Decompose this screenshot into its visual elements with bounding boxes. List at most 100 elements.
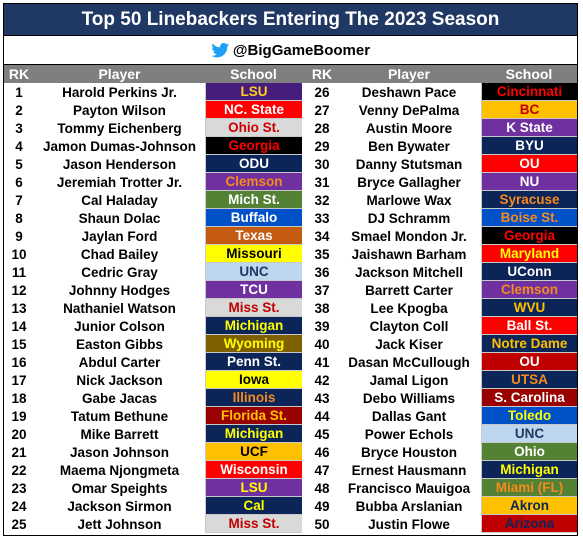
table-row: 19 Tatum Bethune Florida St. 44 Dallas Gant T… <box>4 407 577 425</box>
rank-cell: 12 <box>11 282 27 298</box>
rank-cell: 17 <box>11 372 27 388</box>
table-row: 2 Payton Wilson NC. State 27 Venny DePalma BC <box>4 101 577 119</box>
table-row: 25 Jett Johnson Miss St. 50 Justin Flowe Ariz… <box>4 515 577 533</box>
table-row: 24 Jackson Sirmon Cal 49 Bubba Arslanian Akro… <box>4 497 577 515</box>
school-cell: Boise St. <box>481 209 577 227</box>
rank-cell: 35 <box>314 246 330 262</box>
player-header: Player <box>98 66 141 82</box>
rank-cell: 29 <box>314 138 330 154</box>
table-row: 15 Easton Gibbs Wyoming 40 Jack Kiser Notre D… <box>4 335 577 353</box>
rank-cell: 26 <box>314 84 330 100</box>
school-cell: Michigan <box>481 461 577 479</box>
player-cell: Jaishawn Barham <box>351 246 467 262</box>
player-cell: Ben Bywater <box>368 138 450 154</box>
twitter-handle-bar: @BigGameBoomer <box>4 36 577 65</box>
player-cell: Danny Stutsman <box>355 156 463 172</box>
rank-cell: 16 <box>11 354 27 370</box>
school-cell: TCU <box>205 281 302 299</box>
rank-cell: 10 <box>11 246 27 262</box>
school-header: School <box>230 66 277 82</box>
school-cell: Illinois <box>205 389 302 407</box>
rank-cell: 7 <box>15 192 23 208</box>
table-row: 3 Tommy Eichenberg Ohio St. 28 Austin Moore K… <box>4 119 577 137</box>
school-cell: BC <box>481 101 577 119</box>
rank-cell: 34 <box>314 228 330 244</box>
school-cell: Florida St. <box>205 407 302 425</box>
player-cell: Shaun Dolac <box>78 210 161 226</box>
rank-cell: 13 <box>11 300 27 316</box>
player-cell: Jason Johnson <box>69 444 169 460</box>
school-cell: Iowa <box>205 371 302 389</box>
school-cell: BYU <box>481 137 577 155</box>
rank-cell: 24 <box>11 498 27 514</box>
rank-cell: 2 <box>15 102 23 118</box>
player-cell: Bubba Arslanian <box>355 498 463 514</box>
rank-header: RK <box>311 66 333 82</box>
school-cell: Mich St. <box>205 191 302 209</box>
school-cell: K State <box>481 119 577 137</box>
player-cell: Abdul Carter <box>78 354 161 370</box>
school-cell: OU <box>481 155 577 173</box>
table-row: 21 Jason Johnson UCF 46 Bryce Houston Ohio <box>4 443 577 461</box>
player-cell: Jamon Dumas-Johnson <box>42 138 197 154</box>
school-cell: UTSA <box>481 371 577 389</box>
rank-cell: 31 <box>314 174 330 190</box>
school-cell: Texas <box>205 227 302 245</box>
player-cell: Jamal Ligon <box>369 372 449 388</box>
school-cell: Wisconsin <box>205 461 302 479</box>
rank-cell: 15 <box>11 336 27 352</box>
rank-cell: 14 <box>11 318 27 334</box>
table-row: 1 Harold Perkins Jr. LSU 26 Deshawn Pace Cinc… <box>4 83 577 101</box>
rank-cell: 27 <box>314 102 330 118</box>
player-cell: Gabe Jacas <box>81 390 158 406</box>
rankings-table: RK Player School RK Player School 1 Harol… <box>4 65 577 533</box>
player-cell: Cedric Gray <box>81 264 158 280</box>
table-header-row: RK Player School RK Player School <box>4 65 577 83</box>
player-cell: Nathaniel Watson <box>63 300 176 316</box>
rank-cell: 18 <box>11 390 27 406</box>
table-row: 11 Cedric Gray UNC 36 Jackson Mitchell UConn <box>4 263 577 281</box>
school-cell: Michigan <box>205 425 302 443</box>
player-cell: Barrett Carter <box>365 282 453 298</box>
rank-cell: 4 <box>15 138 23 154</box>
player-cell: Marlowe Wax <box>366 192 452 208</box>
rank-cell: 36 <box>314 264 330 280</box>
school-cell: Ohio St. <box>205 119 302 137</box>
school-cell: Miami (FL) <box>481 479 577 497</box>
player-cell: Ernest Hausmann <box>351 462 467 478</box>
school-cell: NC. State <box>205 101 302 119</box>
rank-cell: 5 <box>15 156 23 172</box>
player-cell: Tatum Bethune <box>70 408 169 424</box>
page-title: Top 50 Linebackers Entering The 2023 Sea… <box>4 4 577 36</box>
school-cell: WVU <box>481 299 577 317</box>
player-cell: Power Echols <box>364 426 454 442</box>
table-row: 13 Nathaniel Watson Miss St. 38 Lee Kpogba WV… <box>4 299 577 317</box>
player-cell: Harold Perkins Jr. <box>62 84 177 100</box>
school-cell: UConn <box>481 263 577 281</box>
school-cell: Clemson <box>205 173 302 191</box>
table-row: 4 Jamon Dumas-Johnson Georgia 29 Ben Bywater… <box>4 137 577 155</box>
rank-cell: 32 <box>314 192 330 208</box>
player-cell: Austin Moore <box>365 120 453 136</box>
school-cell: Missouri <box>205 245 302 263</box>
school-cell: UNC <box>205 263 302 281</box>
rank-cell: 11 <box>11 264 27 280</box>
rank-cell: 8 <box>15 210 23 226</box>
player-cell: Jason Henderson <box>62 156 177 172</box>
table-row: 16 Abdul Carter Penn St. 41 Dasan McCullough… <box>4 353 577 371</box>
table-row: 5 Jason Henderson ODU 30 Danny Stutsman OU <box>4 155 577 173</box>
school-cell: Maryland <box>481 245 577 263</box>
player-cell: Maema Njongmeta <box>59 462 180 478</box>
rank-cell: 46 <box>314 444 330 460</box>
school-cell: Akron <box>481 497 577 515</box>
school-cell: ODU <box>205 155 302 173</box>
player-cell: Justin Flowe <box>368 516 450 532</box>
twitter-bird-icon <box>211 42 230 57</box>
school-cell: Syracuse <box>481 191 577 209</box>
rank-cell: 44 <box>314 408 330 424</box>
player-cell: DJ Schramm <box>367 210 451 226</box>
rank-cell: 21 <box>11 444 27 460</box>
player-cell: Lee Kpogba <box>370 300 448 316</box>
player-cell: Dasan McCullough <box>348 354 470 370</box>
table-row: 23 Omar Speights LSU 48 Francisco Mauigoa Mia… <box>4 479 577 497</box>
